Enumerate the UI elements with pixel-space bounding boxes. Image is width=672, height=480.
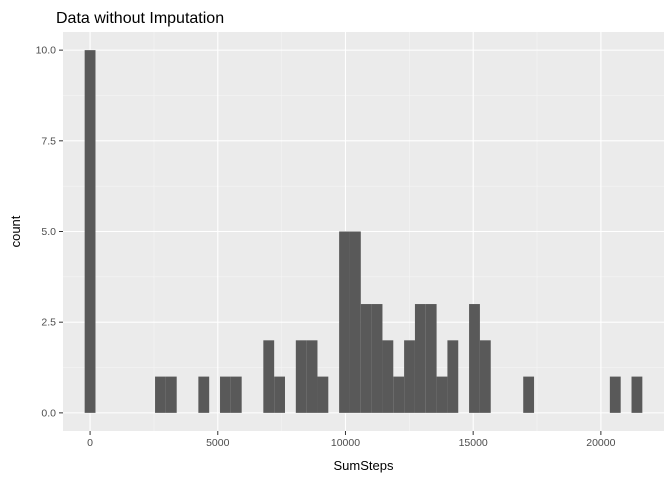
histogram-bar <box>414 304 426 413</box>
y-tick-label: 2.5 <box>41 317 56 329</box>
histogram-bar <box>317 376 329 413</box>
x-tick-label: 5000 <box>206 437 230 449</box>
y-axis: 0.0 2.5 5.0 7.5 10.0 <box>36 45 63 419</box>
y-tick-label: 5.0 <box>41 226 56 238</box>
y-tick-label: 0.0 <box>41 407 56 419</box>
histogram-bar <box>479 340 491 413</box>
histogram-bar <box>263 340 275 413</box>
histogram-bar <box>306 340 318 413</box>
histogram-bar <box>371 304 383 413</box>
histogram-bar <box>339 231 350 413</box>
histogram-bar <box>230 376 242 413</box>
histogram-bar <box>155 376 166 413</box>
histogram-bar <box>436 376 448 413</box>
y-axis-title: count <box>8 215 23 247</box>
x-tick-label: 10000 <box>331 437 360 449</box>
histogram-bar <box>404 340 415 413</box>
chart-title: Data without Imputation <box>56 10 224 27</box>
x-tick-label: 15000 <box>459 437 488 449</box>
y-tick-label: 10.0 <box>36 45 57 57</box>
histogram-bar <box>295 340 307 413</box>
x-axis: 0 5000 10000 15000 20000 <box>87 431 616 449</box>
histogram-bar <box>469 304 480 413</box>
histogram-bar <box>631 376 643 413</box>
histogram-bar <box>425 304 437 413</box>
histogram-bar <box>360 304 372 413</box>
histogram-bar <box>220 376 231 413</box>
histogram-bar <box>165 376 177 413</box>
histogram-bar <box>274 376 285 413</box>
histogram-bar <box>609 376 621 413</box>
x-tick-label: 0 <box>87 437 93 449</box>
y-tick-label: 7.5 <box>41 135 56 147</box>
histogram-bar <box>382 340 394 413</box>
histogram-bar <box>447 340 459 413</box>
histogram-bar <box>523 376 535 413</box>
histogram-bar <box>349 231 361 413</box>
x-axis-title: SumSteps <box>334 458 394 473</box>
histogram-bar <box>393 376 405 413</box>
histogram-bars <box>84 50 643 413</box>
x-tick-label: 20000 <box>586 437 615 449</box>
histogram-bar <box>198 376 210 413</box>
histogram-bar <box>84 50 96 413</box>
